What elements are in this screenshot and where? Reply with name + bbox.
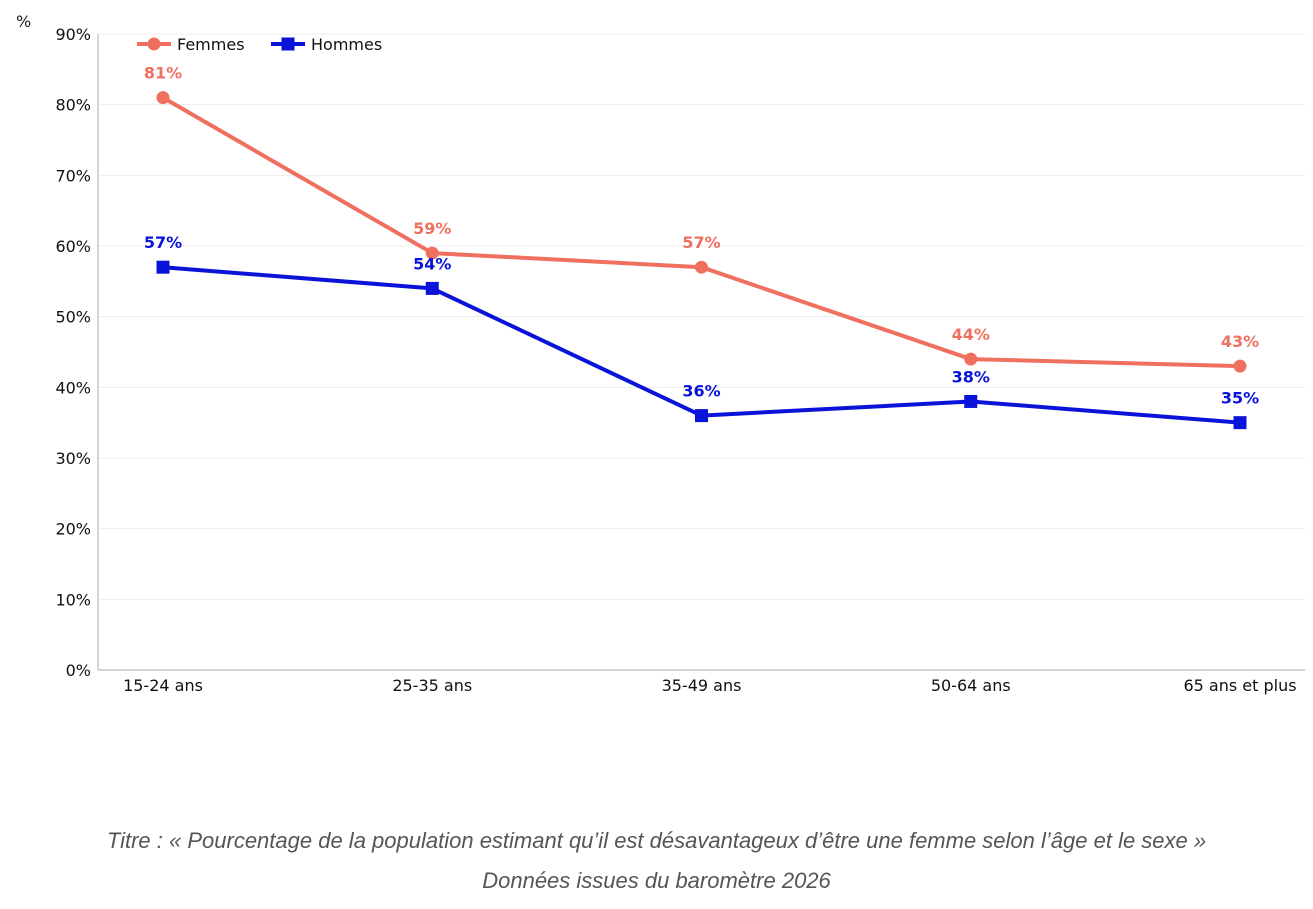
data-label-femmes: 59% — [413, 219, 451, 238]
data-point-hommes — [156, 260, 170, 274]
y-tick-label: 80% — [55, 96, 91, 115]
data-label-femmes: 43% — [1221, 332, 1259, 351]
y-tick-label: 70% — [55, 166, 91, 185]
data-point-hommes — [425, 281, 439, 295]
legend-marker-femmes — [147, 37, 161, 51]
data-point-femmes — [695, 260, 708, 274]
x-tick-label: 65 ans et plus — [1183, 676, 1296, 695]
series-lines — [156, 91, 1247, 430]
x-tick-label: 15-24 ans — [123, 676, 203, 695]
y-tick-labels: 0% 10% 20% 30% 40% 50% 60% 70% 80% 90% — [55, 25, 91, 680]
legend-marker-hommes — [281, 37, 295, 51]
x-tick-label: 25-35 ans — [392, 676, 472, 695]
chart-caption-title: Titre : « Pourcentage de la population e… — [106, 828, 1207, 853]
legend-label-hommes: Hommes — [311, 35, 382, 54]
data-point-femmes — [1233, 359, 1247, 373]
x-tick-label: 50-64 ans — [931, 676, 1011, 695]
y-tick-label: 30% — [55, 449, 91, 468]
legend: Femmes Hommes — [137, 35, 382, 54]
line-chart: % 0% 10% 20% 30% 40% 50% 60% 70% 80% 90% 15-24 an… — [16, 12, 1305, 695]
axes: % — [16, 12, 1305, 671]
chart-area: % 0% 10% 20% 30% 40% 50% 60% 70% 80% 90% 15-24 an… — [16, 12, 1305, 695]
data-label-hommes: 35% — [1221, 389, 1259, 408]
y-tick-label: 60% — [55, 237, 91, 256]
y-tick-label: 90% — [55, 25, 91, 44]
data-point-hommes — [964, 394, 978, 408]
grid-lines — [98, 33, 1305, 600]
data-point-hommes — [1233, 416, 1247, 430]
y-axis-unit-label: % — [16, 12, 31, 31]
data-labels: 81% 59% 57% 44% 43% 57% 54% 36% 38% 35% — [144, 64, 1259, 408]
data-point-femmes — [964, 352, 978, 366]
y-tick-label: 20% — [55, 520, 91, 539]
data-label-hommes: 36% — [682, 382, 720, 401]
y-tick-label: 0% — [66, 661, 91, 680]
x-tick-label: 35-49 ans — [662, 676, 742, 695]
data-label-femmes: 57% — [682, 233, 720, 252]
data-label-hommes: 57% — [144, 233, 182, 252]
series-line-femmes — [161, 95, 1242, 369]
y-tick-label: 40% — [55, 378, 91, 397]
chart-caption-source: Données issues du baromètre 2026 — [482, 868, 831, 893]
data-point-femmes — [425, 246, 439, 260]
data-point-hommes — [695, 409, 708, 423]
data-label-femmes: 81% — [144, 64, 182, 83]
y-tick-label: 50% — [55, 308, 91, 327]
y-tick-label: 10% — [55, 590, 91, 609]
data-label-femmes: 44% — [952, 325, 990, 344]
data-point-femmes — [156, 91, 170, 105]
legend-label-femmes: Femmes — [177, 35, 245, 54]
data-label-hommes: 54% — [413, 254, 451, 273]
data-label-hommes: 38% — [952, 367, 990, 386]
x-tick-labels: 15-24 ans 25-35 ans 35-49 ans 50-64 ans 65 a… — [123, 676, 1296, 695]
